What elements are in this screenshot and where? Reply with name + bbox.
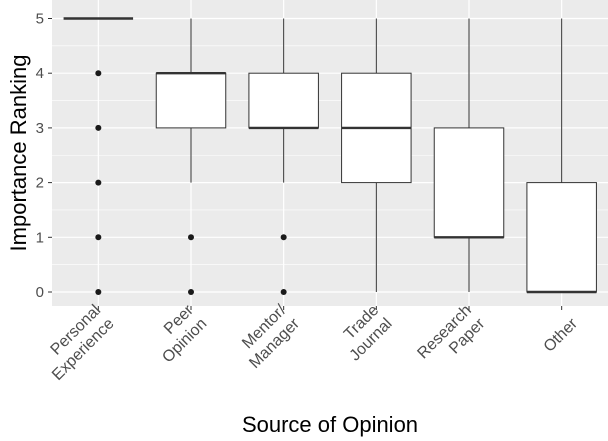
- x-tick-label: PeerOpinion: [146, 301, 211, 366]
- box-group: [63, 17, 134, 295]
- outlier-point: [95, 124, 102, 131]
- box-group: [433, 18, 505, 292]
- y-tick-label: 3: [36, 120, 44, 137]
- box-iqr: [433, 127, 505, 238]
- outlier-point: [188, 289, 194, 295]
- outlier-point: [95, 70, 102, 77]
- box-group: [341, 18, 412, 292]
- y-tick-label: 4: [36, 65, 44, 82]
- plot-panel: [52, 0, 608, 306]
- outlier-point: [280, 234, 287, 241]
- y-tick-label: 5: [36, 11, 44, 28]
- outlier-point: [95, 289, 102, 295]
- x-axis-title: Source of Opinion: [242, 412, 418, 437]
- x-axis: PersonalExperience PeerOpinion Mentor/Mana…: [36, 301, 582, 384]
- y-axis-title: Importance Ranking: [6, 55, 31, 252]
- outlier-point: [280, 289, 287, 295]
- box-iqr: [526, 182, 597, 293]
- box-group: [526, 18, 597, 294]
- box-group: [155, 18, 227, 295]
- outlier-point: [188, 234, 194, 241]
- y-tick-label: 2: [36, 175, 44, 192]
- box-iqr: [155, 72, 227, 129]
- boxes: [63, 17, 597, 295]
- x-tick-label-line: Other: [541, 315, 582, 356]
- y-tick-label: 0: [36, 284, 44, 301]
- box-group: [248, 18, 319, 295]
- x-tick-label: ResearchPaper: [414, 301, 488, 375]
- box-iqr: [248, 72, 319, 129]
- x-tick-label: Mentor/Manager: [233, 301, 304, 372]
- x-tick-label: PersonalExperience: [36, 302, 118, 384]
- outlier-point: [95, 234, 102, 241]
- y-axis: 0 1 2 3 4 5: [36, 11, 52, 301]
- x-tick-label: TradeJournal: [333, 302, 396, 365]
- outlier-point: [95, 179, 102, 186]
- y-tick-label: 1: [36, 229, 44, 246]
- x-tick-label: Other: [541, 315, 582, 356]
